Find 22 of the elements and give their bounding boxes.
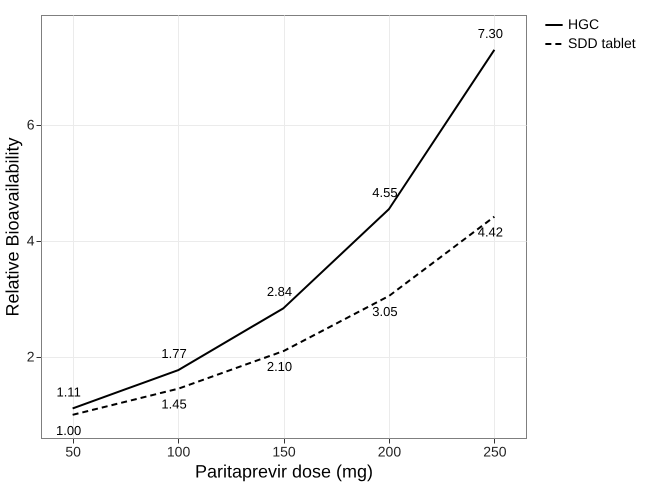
y-tick-label: 4 [26, 232, 35, 248]
data-label: 1.45 [161, 396, 187, 412]
x-tick-label: 50 [65, 444, 82, 460]
y-tick-label: 2 [26, 348, 35, 364]
data-label: 4.55 [372, 185, 398, 200]
data-label: 7.30 [478, 26, 504, 41]
x-tick-label: 250 [483, 444, 507, 460]
data-label: 2.84 [266, 284, 292, 300]
data-label: 1.77 [161, 346, 187, 362]
x-tick-label: 200 [378, 444, 402, 460]
data-label: 4.42 [478, 224, 504, 240]
x-axis-title: Paritaprevir dose (mg) [194, 462, 374, 482]
data-label: 1.00 [56, 422, 82, 438]
y-axis-title: Relative Bioavailability [2, 137, 23, 317]
x-tick-label: 100 [166, 444, 190, 460]
y-tick-label: 6 [26, 116, 35, 133]
data-label: 2.10 [266, 359, 292, 374]
data-label: 3.05 [372, 304, 398, 320]
data-label: 1.11 [56, 384, 81, 400]
legend-label: HGC [568, 16, 600, 32]
legend-label: SDD tablet [568, 35, 636, 51]
x-tick-label: 150 [272, 444, 296, 460]
